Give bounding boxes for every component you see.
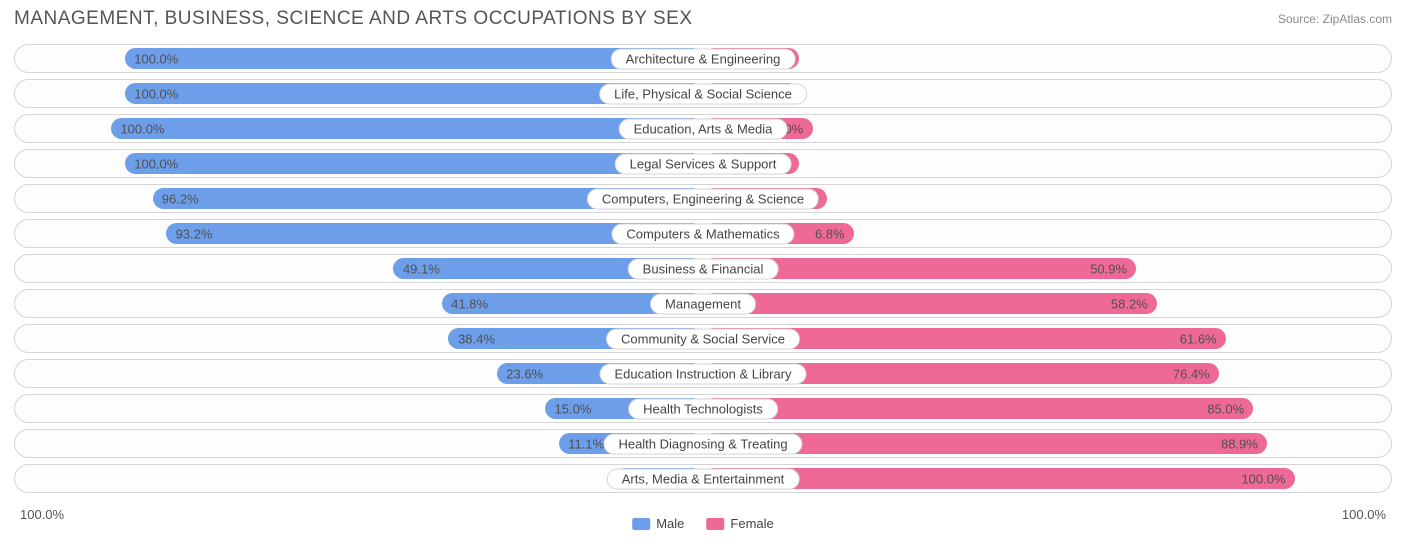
category-label: Health Diagnosing & Treating (603, 433, 802, 454)
chart-row: Community & Social Service 38.4% 61.6% (14, 324, 1392, 353)
chart-row: Education, Arts & Media100.0%0.0% (14, 114, 1392, 143)
chart-row: Education Instruction & Library 23.6% 76.4… (14, 359, 1392, 388)
chart-row: Management 41.8% 58.2% (14, 289, 1392, 318)
male-pct-label: 41.8% (451, 296, 488, 311)
legend-item-female: Female (706, 516, 773, 531)
legend-label-female: Female (730, 516, 773, 531)
female-pct-label: 88.9% (1221, 436, 1258, 451)
female-bar (703, 293, 1157, 314)
chart-row: Health Technologists 15.0% 85.0% (14, 394, 1392, 423)
female-pct-label: 6.8% (815, 226, 845, 241)
chart-title: MANAGEMENT, BUSINESS, SCIENCE AND ARTS O… (14, 8, 693, 30)
category-label: Education Instruction & Library (599, 363, 806, 384)
category-label: Business & Financial (628, 258, 779, 279)
male-pct-label: 23.6% (506, 366, 543, 381)
legend: Male Female (632, 516, 774, 531)
male-pct-label: 100.0% (134, 51, 178, 66)
male-pct-label: 100.0% (134, 156, 178, 171)
male-pct-label: 11.1% (568, 436, 604, 451)
category-label: Community & Social Service (606, 328, 800, 349)
category-label: Health Technologists (628, 398, 778, 419)
chart-row: Health Diagnosing & Treating11.1% 88.9% (14, 429, 1392, 458)
category-label: Computers, Engineering & Science (587, 188, 819, 209)
legend-item-male: Male (632, 516, 684, 531)
axis-right-label: 100.0% (1342, 507, 1386, 522)
chart-row: Architecture & Engineering100.0%0.0% (14, 44, 1392, 73)
male-pct-label: 100.0% (120, 121, 164, 136)
male-pct-label: 93.2% (176, 226, 213, 241)
source-attribution: Source: ZipAtlas.com (1278, 12, 1392, 26)
female-pct-label: 61.6% (1180, 331, 1217, 346)
female-pct-label: 50.9% (1090, 261, 1127, 276)
male-pct-label: 100.0% (134, 86, 178, 101)
female-pct-label: 76.4% (1173, 366, 1210, 381)
chart-area: Architecture & Engineering100.0%0.0%Life… (14, 44, 1392, 503)
category-label: Education, Arts & Media (619, 118, 788, 139)
chart-row: Computers & Mathematics 93.2% 6.8% (14, 219, 1392, 248)
female-pct-label: 85.0% (1207, 401, 1244, 416)
chart-container: MANAGEMENT, BUSINESS, SCIENCE AND ARTS O… (0, 0, 1406, 559)
category-label: Legal Services & Support (615, 153, 792, 174)
chart-row: Computers, Engineering & Science96.2%3.8… (14, 184, 1392, 213)
category-label: Life, Physical & Social Science (599, 83, 807, 104)
female-pct-label: 100.0% (1241, 471, 1285, 486)
category-label: Architecture & Engineering (611, 48, 796, 69)
male-pct-label: 49.1% (403, 261, 440, 276)
female-swatch (706, 518, 724, 530)
female-bar (703, 398, 1253, 419)
legend-label-male: Male (656, 516, 684, 531)
male-pct-label: 15.0% (555, 401, 592, 416)
male-bar (111, 118, 703, 139)
chart-row: Legal Services & Support100.0%0.0% (14, 149, 1392, 178)
category-label: Computers & Mathematics (611, 223, 794, 244)
male-swatch (632, 518, 650, 530)
male-pct-label: 96.2% (162, 191, 199, 206)
axis-left-label: 100.0% (20, 507, 64, 522)
chart-row: Business & Financial 49.1% 50.9% (14, 254, 1392, 283)
chart-row: Arts, Media & Entertainment0.0%100.0% (14, 464, 1392, 493)
category-label: Management (650, 293, 756, 314)
category-label: Arts, Media & Entertainment (607, 468, 800, 489)
male-pct-label: 38.4% (458, 331, 495, 346)
female-pct-label: 58.2% (1111, 296, 1148, 311)
chart-row: Life, Physical & Social Science100.0%0.0… (14, 79, 1392, 108)
